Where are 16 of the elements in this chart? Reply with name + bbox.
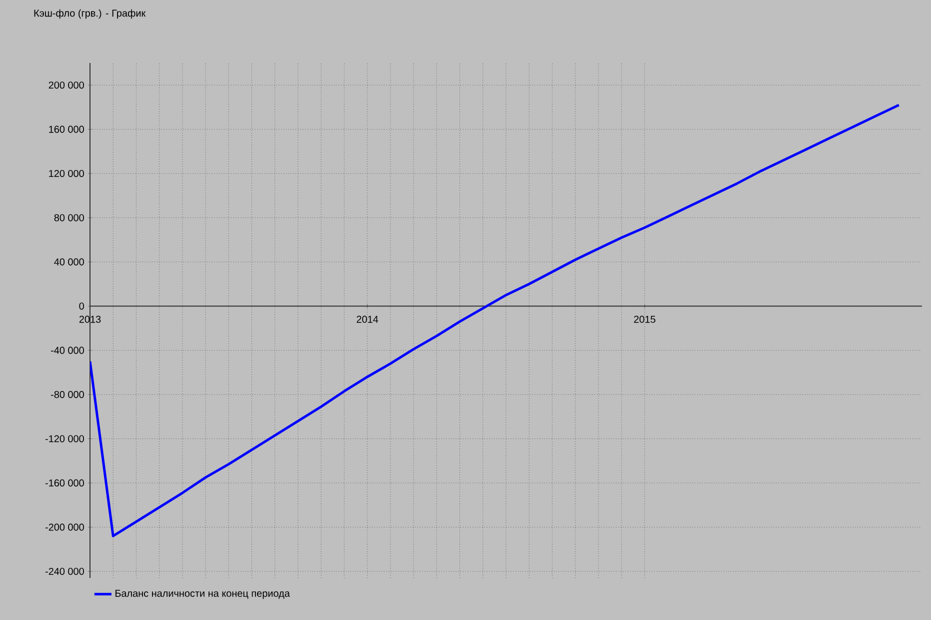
y-tick-label: -80 000 xyxy=(51,391,84,398)
y-tick-label: -160 000 xyxy=(45,479,84,486)
y-tick-label: 80 000 xyxy=(54,214,84,222)
x-tick-label: 2014 xyxy=(356,316,378,323)
y-tick-label: 160 000 xyxy=(49,126,84,133)
y-tick-label: -200 000 xyxy=(45,524,84,531)
y-tick-label: -40 000 xyxy=(51,346,84,354)
y-tick-label: -120 000 xyxy=(45,435,84,442)
y-tick-label: 120 000 xyxy=(49,170,84,178)
x-tick-label: 2015 xyxy=(634,316,656,323)
y-tick-label: 40 000 xyxy=(54,258,84,266)
y-tick-label: -240 000 xyxy=(45,568,84,575)
y-tick-label: 0 xyxy=(79,302,84,310)
legend-label: Баланс наличности на конец периода xyxy=(115,590,290,599)
chart-title: Кэш-фло (грв.) - График xyxy=(34,9,146,19)
y-tick-label: 200 000 xyxy=(48,82,84,89)
